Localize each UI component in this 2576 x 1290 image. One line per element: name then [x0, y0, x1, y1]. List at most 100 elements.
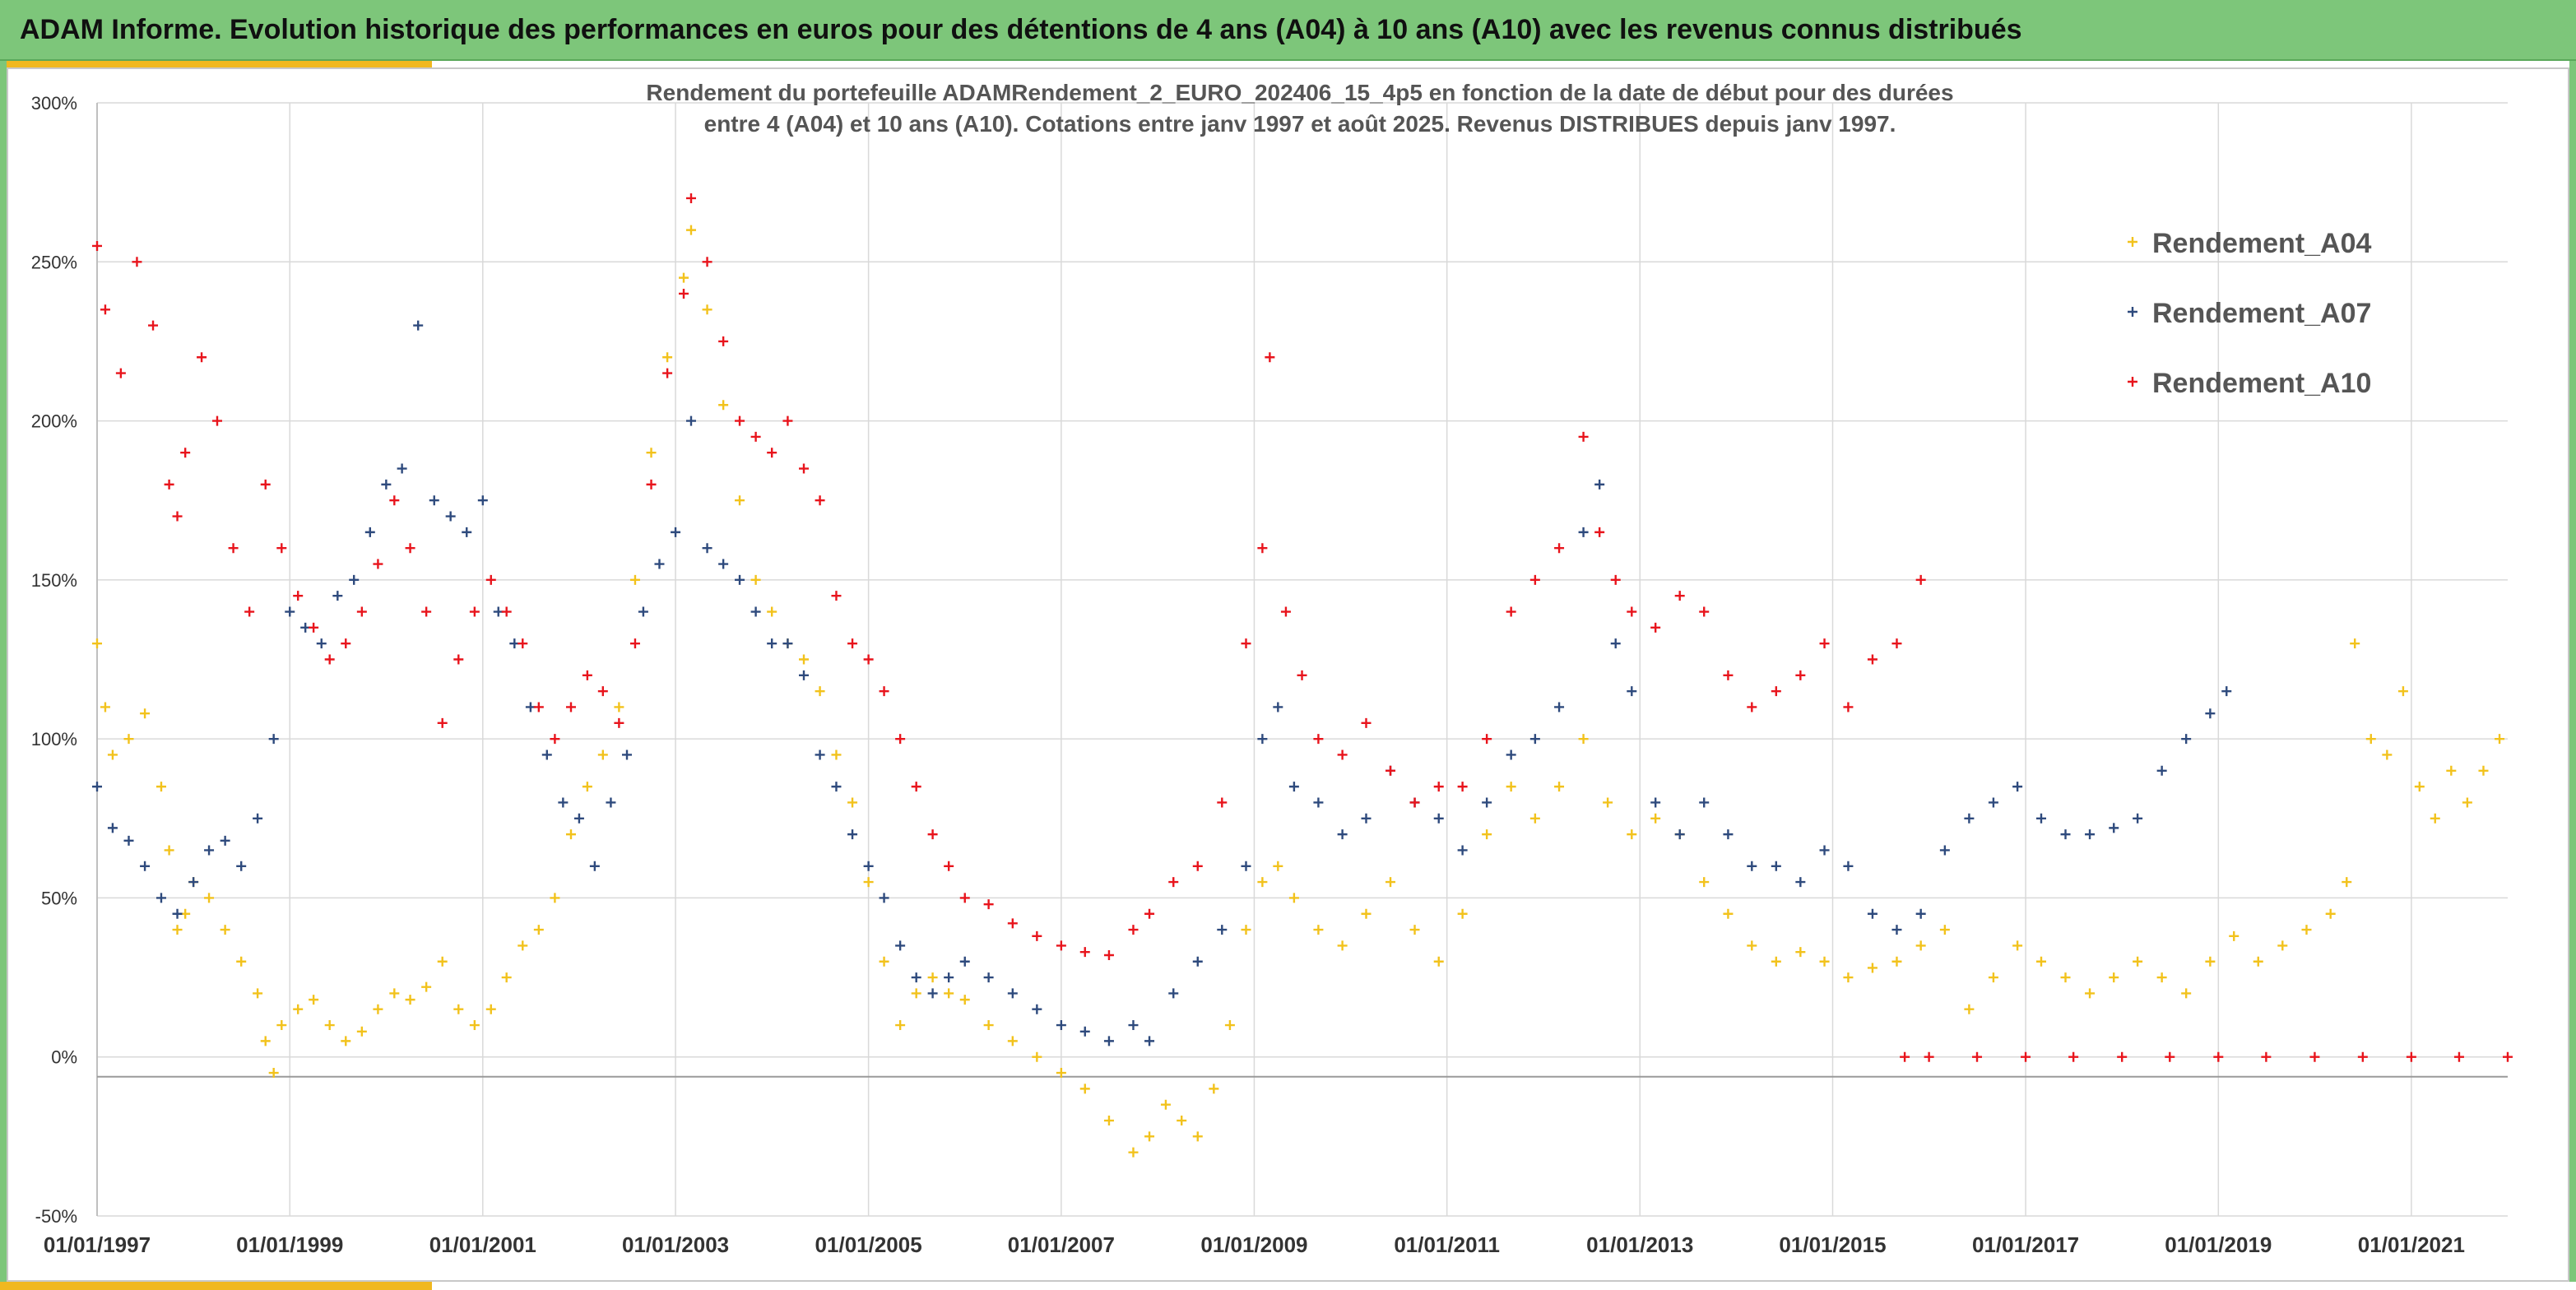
data-point	[100, 304, 110, 315]
data-point	[815, 495, 825, 506]
data-point	[180, 448, 191, 458]
data-point	[1103, 950, 1114, 961]
data-point	[1915, 574, 1926, 585]
data-point	[1177, 1116, 1187, 1126]
data-point	[1079, 1084, 1090, 1094]
data-point	[1699, 606, 1710, 617]
data-point	[959, 956, 970, 967]
data-point	[268, 734, 279, 745]
data-point	[285, 606, 295, 617]
data-point	[469, 606, 480, 617]
data-point	[155, 893, 166, 903]
data-point	[1361, 717, 1372, 728]
y-tick-label: 0%	[51, 1047, 77, 1068]
data-point	[1457, 845, 1468, 856]
data-point	[2503, 1051, 2513, 1062]
data-point	[1747, 940, 1757, 951]
data-point	[911, 972, 921, 983]
data-point	[437, 956, 448, 967]
data-point	[550, 734, 560, 745]
data-point	[1554, 543, 1565, 554]
data-point	[2325, 908, 2336, 919]
data-point	[638, 606, 648, 617]
data-point	[276, 1020, 287, 1031]
y-tick-label: 50%	[41, 888, 77, 908]
data-point	[983, 1020, 994, 1031]
data-point	[341, 1036, 351, 1046]
data-point	[735, 574, 745, 585]
legend-marker	[2128, 237, 2137, 247]
data-point	[462, 527, 472, 537]
data-point	[1795, 670, 1806, 680]
data-point	[253, 988, 263, 999]
legend-marker	[2128, 377, 2137, 387]
data-point	[1506, 782, 1516, 792]
data-point	[1594, 527, 1605, 537]
data-point	[1915, 940, 1926, 951]
data-point	[606, 797, 616, 808]
data-point	[1337, 940, 1348, 951]
data-point	[1433, 813, 1444, 824]
data-point	[2382, 749, 2393, 760]
data-point	[863, 861, 874, 871]
data-point	[1409, 925, 1420, 935]
data-point	[1032, 1004, 1042, 1014]
x-tick-label: 01/01/2015	[1779, 1232, 1886, 1257]
data-point	[1723, 829, 1734, 840]
data-point	[1313, 734, 1324, 745]
data-point	[309, 995, 319, 1005]
data-point	[983, 972, 994, 983]
data-point	[2036, 813, 2046, 824]
data-point	[236, 956, 247, 967]
data-point	[1795, 947, 1806, 958]
data-point	[164, 479, 174, 490]
data-point	[815, 686, 825, 697]
x-tick-label: 01/01/1999	[236, 1232, 343, 1257]
data-point	[1168, 988, 1179, 999]
data-point	[2165, 1051, 2175, 1062]
data-point	[1482, 829, 1492, 840]
data-point	[501, 606, 512, 617]
data-point	[485, 574, 496, 585]
data-point	[1433, 782, 1444, 792]
data-point	[364, 527, 375, 537]
y-tick-label: 300%	[31, 93, 77, 114]
data-point	[1988, 797, 1998, 808]
y-tick-label: 100%	[31, 729, 77, 749]
data-point	[397, 463, 407, 474]
data-point	[1843, 861, 1854, 871]
data-point	[100, 702, 110, 712]
data-point	[2397, 686, 2408, 697]
data-point	[140, 861, 151, 871]
data-point	[1144, 908, 1155, 919]
data-point	[1610, 574, 1621, 585]
data-point	[1650, 622, 1661, 633]
data-point	[2277, 940, 2288, 951]
data-point	[911, 782, 921, 792]
data-point	[1168, 877, 1179, 888]
data-point	[1843, 972, 1854, 983]
data-point	[405, 995, 415, 1005]
data-point	[2205, 708, 2216, 719]
data-point	[1891, 638, 1902, 649]
data-point	[1385, 765, 1396, 776]
data-point	[253, 813, 263, 824]
x-tick-label: 01/01/2003	[622, 1232, 729, 1257]
chart-title-line-1: Rendement du portefeuille ADAMRendement_…	[646, 80, 1953, 105]
data-point	[582, 670, 592, 680]
data-point	[573, 813, 584, 824]
data-point	[2253, 956, 2263, 967]
data-point	[115, 368, 126, 378]
data-point	[1964, 813, 1975, 824]
data-point	[1610, 638, 1621, 649]
data-point	[1867, 654, 1877, 665]
data-point	[324, 654, 335, 665]
legend-label: Rendement_A04	[2152, 228, 2372, 259]
data-point	[799, 463, 810, 474]
data-point	[1529, 734, 1540, 745]
data-point	[228, 543, 239, 554]
data-point	[1337, 749, 1348, 760]
data-point	[847, 797, 858, 808]
data-point	[679, 272, 689, 283]
data-point	[1361, 813, 1372, 824]
